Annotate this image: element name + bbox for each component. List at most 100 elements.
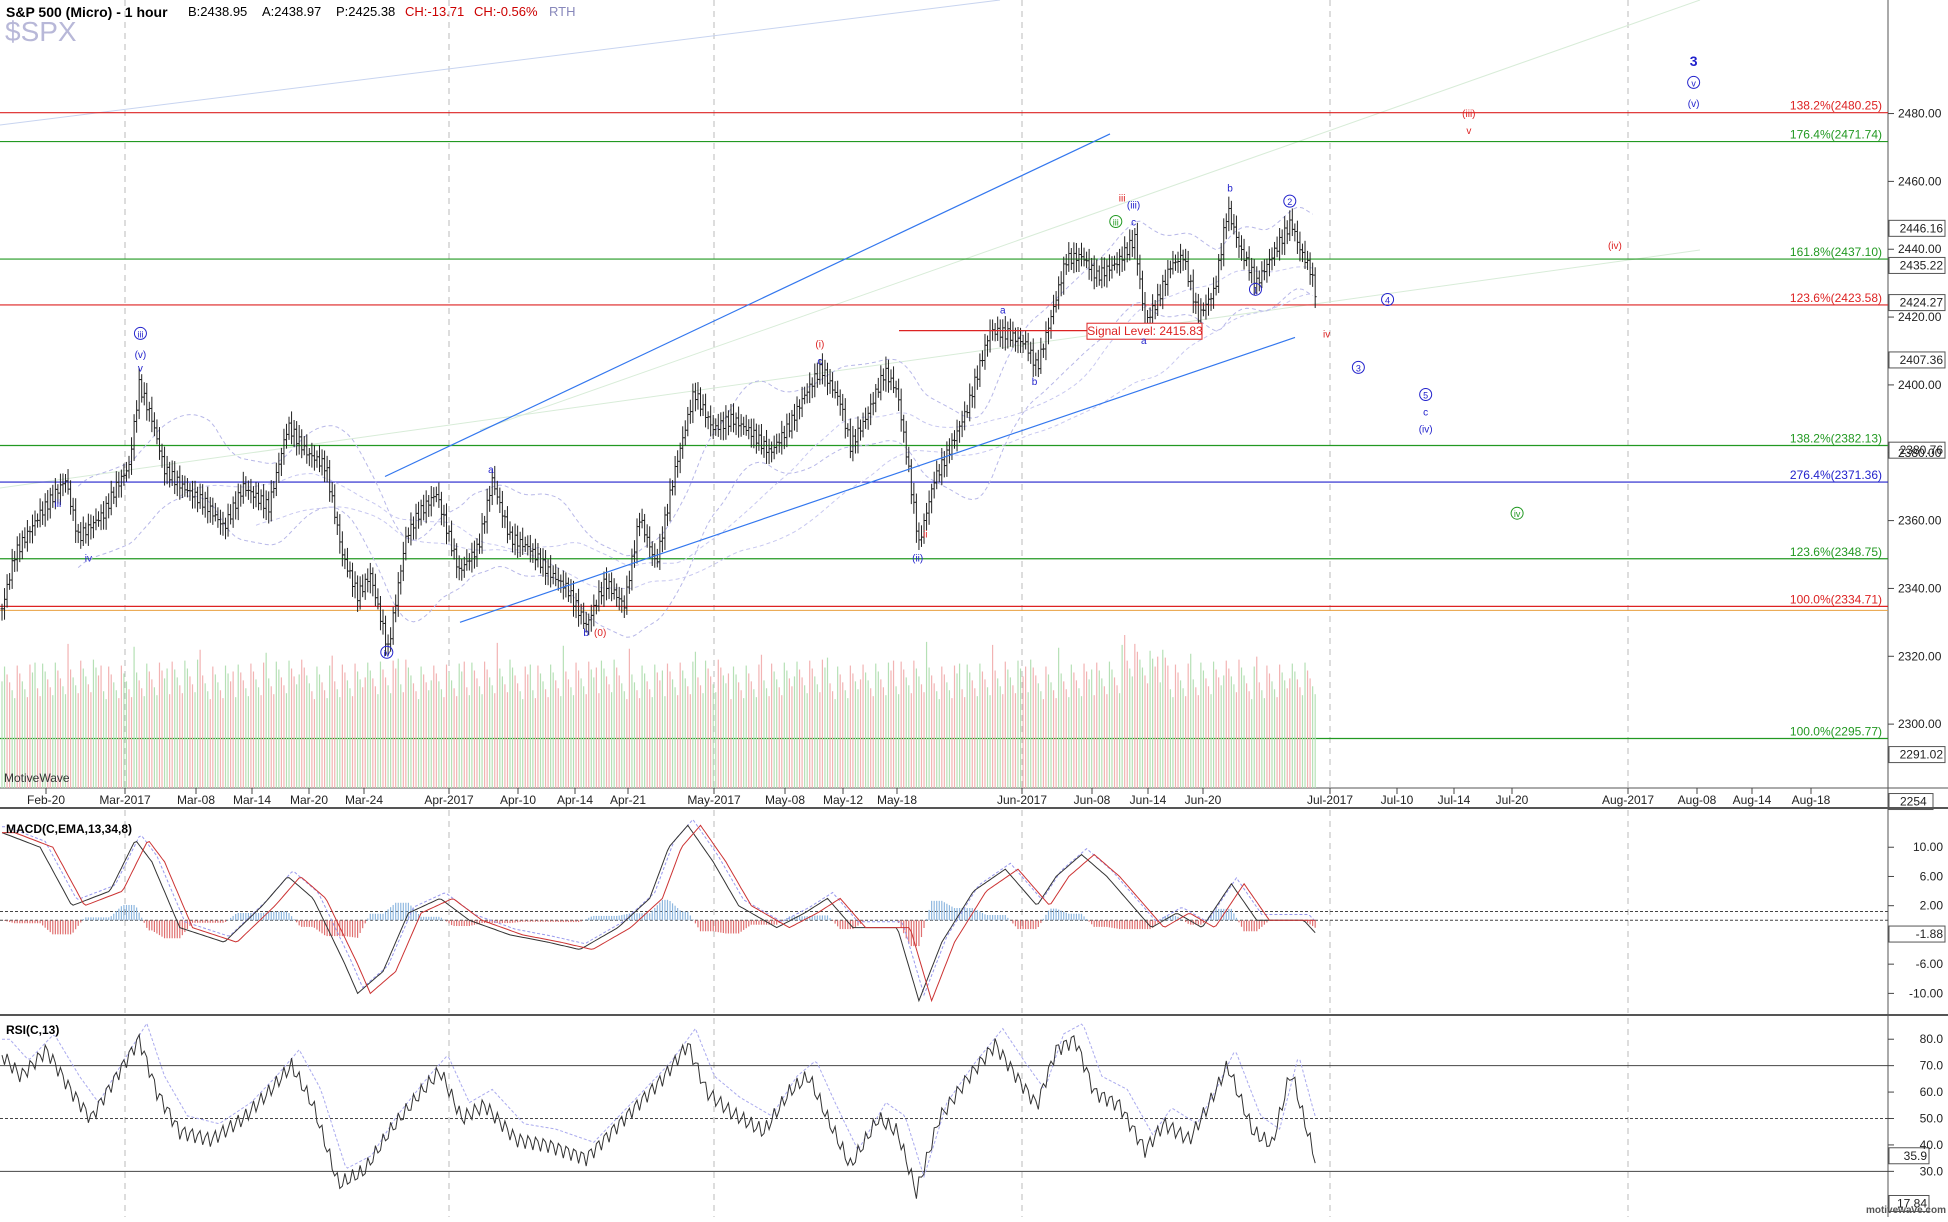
price-axis-label: 2320.00	[1898, 649, 1942, 663]
wave-label: iv	[85, 553, 92, 564]
price-axis-label: 2400.00	[1898, 378, 1942, 392]
wave-label: a	[1141, 336, 1147, 347]
wave-label-circle	[380, 645, 394, 659]
wave-label: iv	[384, 648, 391, 658]
date-label: Jul-20	[1496, 793, 1529, 807]
wave-label: (iv)	[1608, 241, 1622, 252]
rsi-value-badge	[1888, 1147, 1930, 1165]
wave-label: iv	[1323, 329, 1330, 340]
date-label: Mar-2017	[99, 793, 151, 807]
macd-band-line	[2, 818, 1316, 997]
price-badge-label: 2446.16	[1900, 221, 1944, 235]
bid-value: B:2438.95	[188, 4, 247, 19]
wave-label: (v)	[135, 350, 147, 361]
wave-label: b	[1227, 184, 1233, 195]
wave-label: iii	[137, 329, 143, 339]
macd-axis-label: -6.00	[1916, 957, 1944, 971]
wave-label: iii	[55, 499, 62, 510]
macd-value-label: -1.88	[1916, 927, 1944, 941]
rsi-line	[1, 1032, 1316, 1199]
price-badge	[1888, 441, 1946, 459]
wave-label-circle	[1419, 387, 1433, 401]
symbol-watermark: $SPX	[5, 16, 77, 47]
rsi-axis-label: 60.0	[1920, 1085, 1944, 1099]
moving-average-line	[255, 293, 1313, 590]
wave-label: 3	[1690, 53, 1698, 69]
price-badge	[1888, 294, 1946, 312]
moving-average-line	[77, 206, 1313, 557]
macd-axis-label: 6.00	[1920, 869, 1944, 883]
signal-level-label: Signal Level: 2415.83	[1087, 324, 1203, 338]
fib-level-label: 123.6%(2423.58)	[1790, 291, 1882, 305]
wave-label-circle	[1283, 194, 1297, 208]
price-badge-label: 2407.36	[1900, 353, 1944, 367]
date-label: Mar-14	[233, 793, 271, 807]
date-label: Apr-10	[500, 793, 536, 807]
price-badge	[1888, 219, 1946, 237]
macd-axis-label: -10.00	[1909, 986, 1943, 1000]
wave-label: c	[817, 357, 822, 368]
date-label: Apr-14	[557, 793, 593, 807]
date-label: Jun-2017	[997, 793, 1047, 807]
date-label: Jul-10	[1381, 793, 1414, 807]
wave-label: (0)	[594, 628, 606, 639]
chart-title: S&P 500 (Micro) - 1 hour	[6, 4, 168, 20]
brand-footer: motivewave.com	[1866, 1205, 1946, 1216]
date-label: Mar-24	[345, 793, 383, 807]
wave-label-circle	[133, 326, 147, 340]
rsi-axis-label: 30.0	[1920, 1164, 1944, 1178]
date-label: May-18	[877, 793, 917, 807]
fib-level-label: 100.0%(2295.77)	[1790, 724, 1882, 738]
price-value: P:2425.38	[336, 4, 395, 19]
wave-label: iv	[1514, 509, 1521, 519]
date-label: Feb-20	[27, 793, 65, 807]
price-badge	[1888, 351, 1946, 369]
wave-label: ii	[923, 530, 927, 541]
macd-signal-line	[2, 824, 1316, 1003]
ask-value: A:2438.97	[262, 4, 321, 19]
date-label: May-12	[823, 793, 863, 807]
wave-label-circle	[1109, 214, 1123, 228]
date-label: Aug-08	[1678, 793, 1717, 807]
rsi-axis-label: 80.0	[1920, 1032, 1944, 1046]
wave-label: v	[138, 363, 143, 374]
faint-trendline	[479, 0, 1701, 431]
wave-label: (iv)	[1419, 424, 1433, 435]
macd-title: MACD(C,EMA,13,34,8)	[6, 822, 132, 836]
date-label: Apr-2017	[424, 793, 474, 807]
wave-label: (i)	[815, 340, 824, 351]
fib-level-label: 138.2%(2480.25)	[1790, 99, 1882, 113]
rsi-value-label: 35.9	[1904, 1149, 1928, 1163]
wave-label: 1	[1253, 285, 1258, 295]
wave-label: v	[1466, 126, 1471, 137]
faint-trendline	[0, 249, 1701, 489]
wave-label: 3	[1356, 363, 1361, 373]
date-label: Jun-08	[1074, 793, 1111, 807]
fib-level-label: 100.0%(2334.71)	[1790, 592, 1882, 606]
price-axis-label: 2360.00	[1898, 514, 1942, 528]
price-badge-label: 2435.22	[1900, 258, 1944, 272]
date-label: Jul-14	[1438, 793, 1471, 807]
price-axis-label: 2440.00	[1898, 242, 1942, 256]
wave-label: c	[1131, 217, 1136, 228]
price-axis-label: 2460.00	[1898, 174, 1942, 188]
channel-upper-line	[384, 133, 1111, 478]
wave-label-circle	[1351, 360, 1365, 374]
date-label: Jun-14	[1130, 793, 1167, 807]
channel-lower-line	[459, 336, 1296, 623]
fib-level-label: 123.6%(2348.75)	[1790, 545, 1882, 559]
wave-label: v	[1691, 78, 1696, 88]
change-pct-value: CH:-0.56%	[474, 4, 538, 19]
rsi-axis-label: 50.0	[1920, 1112, 1944, 1126]
wave-label: (ii)	[912, 553, 923, 564]
volume-axis-label: 2254	[1900, 795, 1927, 809]
fib-level-label: 138.2%(2382.13)	[1790, 432, 1882, 446]
rsi-value-label: 17.84	[1897, 1196, 1927, 1210]
faint-trendline	[0, 0, 1001, 126]
price-badge-label: 2380.76	[1900, 443, 1944, 457]
wave-label: iii	[1119, 194, 1126, 205]
wave-label: c	[1423, 407, 1428, 418]
wave-label-circle	[1510, 506, 1524, 520]
macd-axis-label: 2.00	[1920, 899, 1944, 913]
